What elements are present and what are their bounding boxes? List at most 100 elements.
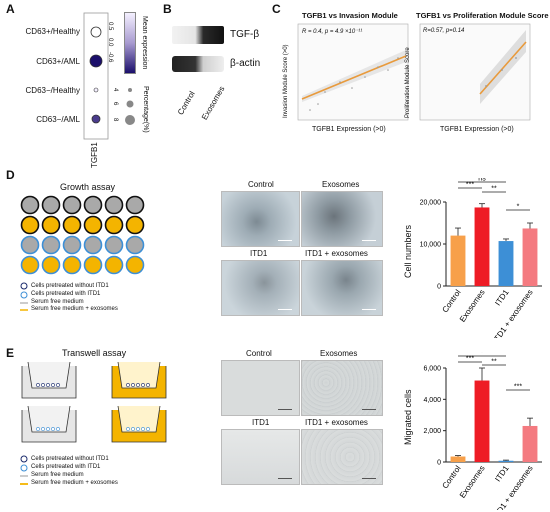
colorbar-title: Mean expression <box>141 16 148 69</box>
scale-bar <box>278 240 292 241</box>
bar-chart-cell-numbers: 010,00020,000ControlExosomes ITD1ITD1 + e… <box>400 178 548 338</box>
transwell-well-3 <box>22 406 76 442</box>
legend-markers <box>20 282 30 322</box>
scale-bar <box>362 409 376 410</box>
well-plate <box>20 195 150 279</box>
well <box>85 197 102 214</box>
size-legend-dot-medium <box>127 101 134 108</box>
micrograph-control <box>221 360 300 416</box>
well <box>64 257 81 274</box>
transwell-well-2 <box>112 362 166 398</box>
well <box>43 237 60 254</box>
colorbar <box>124 12 136 74</box>
significance-label: *** <box>466 182 474 189</box>
legend-text: Serum free medium <box>31 299 84 305</box>
well <box>85 237 102 254</box>
scatter-left-xlabel: TGFB1 Expression (>0) <box>312 126 386 133</box>
bar-chart-migrated-cells: 02,0004,0006,000ControlExosomes ITD1ITD1 … <box>400 352 548 510</box>
row-label: CD63+/Healthy <box>4 27 80 36</box>
scatter-left-stat: R = 0.4, p = 4.9 ×10⁻¹¹ <box>302 28 362 35</box>
legend-without-itd1 <box>21 283 27 289</box>
image-label: Control <box>248 180 274 189</box>
colorbar-tick: -0.6 <box>107 52 113 62</box>
dot-cd63neg-aml <box>92 115 100 123</box>
image-label: Exosomes <box>322 180 359 189</box>
x-tick-label: ITD1 <box>493 464 511 484</box>
well <box>106 217 123 234</box>
legend-text: Cells pretreated without ITD1 <box>31 456 109 462</box>
well <box>43 257 60 274</box>
micrograph-itd1-exosomes <box>301 260 383 316</box>
panel-label-e: E <box>6 346 14 360</box>
well <box>43 217 60 234</box>
legend-without-itd1 <box>21 456 27 462</box>
well <box>22 257 39 274</box>
significance-label: ** <box>491 186 497 193</box>
image-label: ITD1 <box>252 418 269 427</box>
row-label: CD63−/Healthy <box>4 86 80 95</box>
transwell-diagram <box>14 358 184 450</box>
bar <box>523 228 538 286</box>
scale-bar <box>278 309 292 310</box>
well <box>106 257 123 274</box>
y-axis-title: Cell numbers <box>403 225 413 278</box>
row-label: CD63−/AML <box>4 115 80 124</box>
well <box>22 197 39 214</box>
image-label: Control <box>246 349 272 358</box>
micrograph-exosomes <box>301 191 383 247</box>
panel-label-c: C <box>272 2 281 16</box>
scatter-right-frame <box>420 24 530 120</box>
blot-actin <box>172 56 224 72</box>
micrograph-itd1 <box>221 260 300 316</box>
legend-text: Serum free medium + exosomes <box>31 480 118 486</box>
size-title: Percentage(%) <box>142 86 149 133</box>
dot-plot <box>83 12 113 142</box>
bar <box>499 461 514 462</box>
y-tick-label: 2,000 <box>423 428 441 435</box>
size-tick: 6 <box>112 102 118 105</box>
legend-text: Serum free medium + exosomes <box>31 306 118 312</box>
micrograph-itd1 <box>221 429 300 485</box>
image-label: ITD1 + exosomes <box>305 249 368 258</box>
growth-assay-title: Growth assay <box>60 182 115 192</box>
x-tick-label: Control <box>440 288 462 314</box>
size-tick: 8 <box>112 118 118 121</box>
significance-label: *** <box>514 384 522 391</box>
scatter-left-ylabel: Invasion Module Score (>0) <box>283 44 289 118</box>
band-label: β-actin <box>230 58 260 69</box>
panel-label-b: B <box>163 2 172 16</box>
scatter-plots <box>290 22 548 142</box>
bar <box>499 241 514 286</box>
well <box>127 217 144 234</box>
well <box>127 257 144 274</box>
legend-with-itd1 <box>21 292 27 298</box>
scatter-right-ylabel: Proliferation Module Score <box>405 47 411 118</box>
transwell-well-4 <box>112 406 166 442</box>
significance-label: ** <box>491 359 497 366</box>
row-label: CD63+/AML <box>4 57 80 66</box>
bar <box>475 381 490 462</box>
well <box>64 197 81 214</box>
scatter-left-frame <box>298 24 408 120</box>
well <box>85 257 102 274</box>
x-axis-label: TGFB1 <box>90 142 99 168</box>
y-tick-label: 20,000 <box>420 200 442 207</box>
y-tick-label: 6,000 <box>423 366 441 373</box>
well <box>64 237 81 254</box>
scale-bar <box>362 309 376 310</box>
scale-bar <box>362 240 376 241</box>
size-legend-dot-small <box>128 88 132 92</box>
image-label: ITD1 + exosomes <box>305 418 368 427</box>
well <box>22 217 39 234</box>
micrograph-exosomes <box>301 360 383 416</box>
scale-bar <box>362 478 376 479</box>
scale-bar <box>278 478 292 479</box>
bar <box>523 426 538 462</box>
blot-tgfb <box>172 26 224 44</box>
image-label: ITD1 <box>250 249 267 258</box>
image-label: Exosomes <box>320 349 357 358</box>
transwell-well-1 <box>22 362 76 398</box>
y-tick-label: 0 <box>437 460 441 467</box>
well <box>43 197 60 214</box>
micrograph-control <box>221 191 300 247</box>
